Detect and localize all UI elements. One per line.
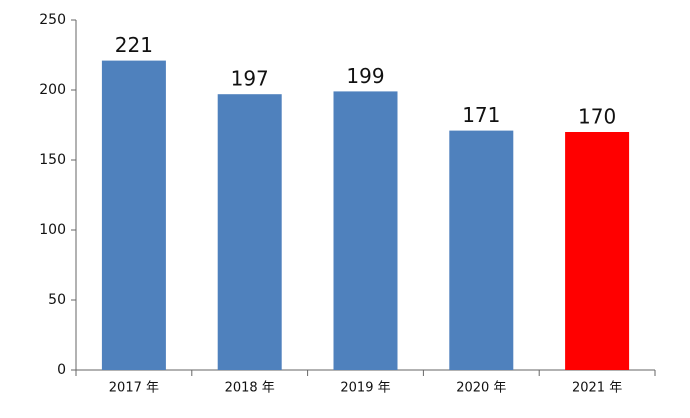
- y-tick-label: 0: [57, 362, 66, 378]
- x-tick-label: 2018 年: [225, 381, 275, 396]
- y-tick-label: 50: [48, 292, 66, 308]
- y-tick-label: 100: [39, 222, 66, 238]
- x-tick-label: 2019 年: [340, 381, 390, 396]
- data-label: 170: [578, 105, 616, 129]
- x-tick-label: 2017 年: [109, 381, 159, 396]
- bar: [101, 60, 166, 370]
- bar: [449, 130, 514, 370]
- data-label: 199: [346, 64, 384, 88]
- x-tick-label: 2020 年: [456, 381, 506, 396]
- data-label: 197: [231, 67, 269, 91]
- y-tick-label: 150: [39, 152, 66, 168]
- bar: [565, 132, 630, 370]
- data-label: 171: [462, 103, 500, 127]
- x-tick-label: 2021 年: [572, 381, 622, 396]
- y-tick-label: 250: [39, 12, 66, 28]
- bar: [333, 91, 398, 371]
- bar: [217, 94, 282, 370]
- data-label: 221: [115, 33, 153, 57]
- y-tick-label: 200: [39, 82, 66, 98]
